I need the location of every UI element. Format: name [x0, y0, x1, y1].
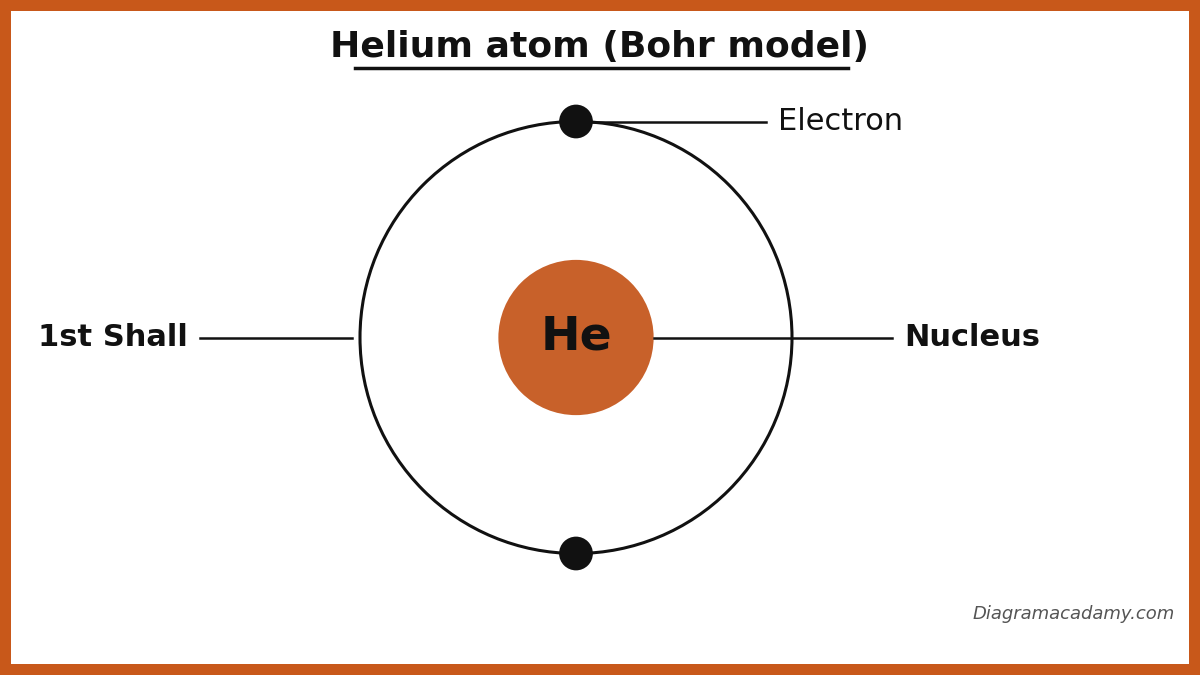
Text: Helium atom (Bohr model): Helium atom (Bohr model)	[330, 30, 870, 64]
Bar	[0, 0, 11, 675]
Text: Electron: Electron	[778, 107, 904, 136]
Circle shape	[498, 260, 654, 415]
Text: Diagramacadamy.com: Diagramacadamy.com	[973, 605, 1175, 623]
Circle shape	[559, 105, 593, 138]
Bar	[0, 664, 1200, 675]
Bar	[1189, 0, 1200, 675]
Bar	[0, 0, 1200, 11]
Text: He: He	[540, 315, 612, 360]
Text: 1st Shall: 1st Shall	[38, 323, 188, 352]
Text: Nucleus: Nucleus	[904, 323, 1040, 352]
Circle shape	[559, 537, 593, 570]
